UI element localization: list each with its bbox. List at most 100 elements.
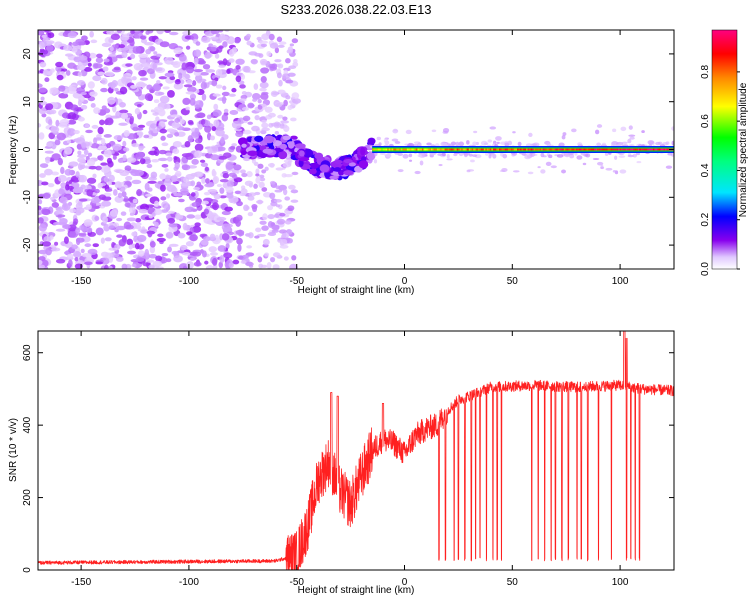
spectrogram-noise-blob (115, 225, 126, 231)
spectrogram-noise-blob (42, 192, 51, 199)
spectrogram-noise-blob (605, 167, 613, 171)
spectrogram-noise-blob (67, 259, 73, 267)
spectrogram-noise-blob (161, 142, 169, 147)
spectrogram-noise-blob (524, 155, 532, 160)
spectrogram-noise-blob (431, 129, 437, 133)
spectrogram-carrier-cell (412, 148, 415, 151)
spectrogram-noise-blob (131, 263, 137, 268)
spectrogram-noise-blob (548, 154, 553, 159)
spectrogram-noise-blob (38, 249, 48, 255)
spectrogram-noise-blob (201, 177, 206, 184)
spectrogram-signal-blob (295, 143, 306, 149)
spectrogram-noise-blob (56, 132, 67, 141)
spectrogram-noise-blob (184, 141, 191, 148)
spectrogram-carrier-cell (630, 148, 632, 151)
spectrogram-noise-blob (210, 36, 219, 40)
spectrogram-carrier-cell (421, 148, 424, 151)
spectrogram-noise-blob (201, 250, 207, 258)
spectrogram-noise-blob (245, 33, 251, 39)
spectrogram-noise-blob (86, 177, 97, 184)
spectrogram-noise-blob (137, 124, 146, 128)
spectrogram-noise-blob (150, 171, 158, 179)
spectrogram-noise-blob (293, 59, 298, 64)
spectrogram-carrier-cell (613, 148, 616, 151)
spectrogram-noise-blob (62, 224, 71, 230)
spectrogram-noise-blob (113, 189, 118, 196)
spectrogram-noise-blob (129, 212, 135, 216)
spectrogram-noise-blob (152, 260, 163, 267)
spectrogram-noise-blob (97, 71, 105, 76)
spectrogram-noise-blob (122, 198, 130, 202)
spectrogram-noise-blob (77, 154, 87, 158)
colorbar-tick-label: 0.2 (700, 212, 711, 226)
spectrogram-noise-blob (65, 70, 71, 76)
spectrogram-carrier-cell (509, 148, 512, 151)
spectrogram-noise-blob (177, 178, 182, 182)
spectrogram-noise-blob (286, 237, 293, 244)
snr-frame (37, 330, 675, 571)
spectrogram-noise-blob (145, 193, 153, 197)
spectrogram-noise-blob (58, 85, 66, 92)
spectrogram-noise-blob (149, 59, 160, 63)
spectrogram-noise-blob (258, 40, 268, 44)
spectrogram-noise-blob (86, 189, 93, 197)
spectrogram-noise-blob (287, 72, 296, 77)
spectrogram-noise-blob (55, 209, 65, 215)
spectrogram-noise-blob (144, 41, 154, 46)
spectrogram-noise-blob (92, 173, 97, 179)
spectrogram-noise-blob (121, 263, 128, 269)
spectrogram-carrier-cell (434, 148, 436, 151)
spectrogram-signal-blob (334, 159, 343, 164)
spectrogram-noise-blob (136, 189, 143, 197)
spectrogram-noise-blob (379, 152, 386, 155)
spectrogram-noise-blob (146, 68, 155, 75)
spectrogram-noise-blob (208, 46, 218, 52)
spectrogram-noise-blob (287, 229, 293, 235)
spectrogram-carrier-cell (391, 148, 394, 151)
spectrogram-noise-blob (441, 152, 446, 157)
spectrogram-noise-blob (391, 138, 399, 142)
spectrogram-noise-blob (126, 217, 137, 222)
spectrogram-noise-blob (261, 225, 269, 231)
spectrogram-noise-blob (264, 252, 270, 257)
spectrogram-noise-blob (119, 102, 126, 108)
spectrogram-noise-blob (185, 173, 195, 180)
spectrogram-noise-blob (259, 174, 265, 179)
spectrogram-carrier-cell (619, 148, 622, 151)
spectrogram-noise-blob (278, 41, 287, 45)
spectrogram-noise-blob (272, 264, 280, 269)
spectrogram-carrier-cell (547, 148, 549, 151)
spectrogram-noise-blob (228, 172, 237, 177)
spectrogram-noise-blob (279, 244, 289, 249)
spectrogram-noise-blob (61, 68, 68, 72)
spectrogram-carrier-cell (435, 148, 438, 151)
spectrogram-noise-blob (466, 169, 471, 173)
spectrogram-noise-blob (164, 30, 171, 33)
spectrogram-noise-blob (291, 255, 297, 261)
spectrogram-noise-blob (74, 263, 84, 269)
spectrogram-noise-blob (38, 87, 47, 93)
spectrogram-carrier-cell (491, 148, 493, 151)
spectrogram-noise-blob (164, 178, 172, 187)
spectrogram-noise-blob (226, 180, 234, 188)
spectrogram-noise-blob (285, 95, 291, 100)
spectrogram-noise-blob (84, 243, 92, 248)
spectrogram-noise-blob (269, 192, 276, 200)
spectrogram-noise-blob (373, 152, 378, 156)
spectrogram-signal-blob (254, 135, 264, 142)
spectrogram-noise-blob (228, 58, 235, 63)
spectrogram-carrier-cell (527, 148, 530, 151)
spectrogram-noise-blob (217, 146, 226, 152)
spectrogram-noise-blob (149, 245, 156, 254)
spectrogram-noise-blob (145, 259, 155, 263)
spectrogram-noise-blob (257, 233, 267, 237)
spectrogram-noise-blob (170, 175, 178, 183)
spectrogram-noise-blob (221, 95, 227, 104)
spectrogram-noise-blob (269, 180, 276, 185)
spectrogram-noise-blob (285, 58, 291, 64)
spectrogram-noise-blob (153, 83, 161, 91)
spectrogram-noise-blob (45, 247, 52, 256)
spectrogram-noise-blob (119, 109, 129, 114)
spectrogram-noise-blob (150, 123, 158, 129)
spectrogram-carrier-cell (572, 148, 575, 151)
